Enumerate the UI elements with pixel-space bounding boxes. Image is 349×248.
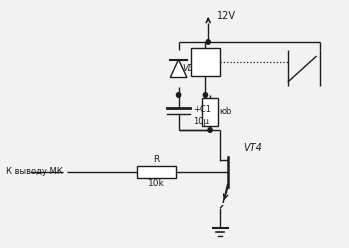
Text: +C1: +C1 (193, 105, 211, 115)
Bar (191, 48, 220, 76)
Circle shape (208, 128, 212, 132)
Text: R: R (153, 155, 159, 164)
Circle shape (203, 93, 208, 97)
Text: 10k: 10k (148, 180, 165, 188)
Bar (137, 166, 176, 178)
Circle shape (206, 40, 210, 44)
Polygon shape (170, 60, 187, 77)
Circle shape (177, 93, 181, 97)
Text: юb: юb (220, 107, 232, 117)
Text: К выводу МК: К выводу МК (6, 167, 63, 177)
Text: 12V: 12V (216, 11, 236, 21)
Text: VD2: VD2 (183, 64, 200, 73)
Bar (202, 98, 218, 126)
Text: 10μ: 10μ (193, 117, 209, 125)
Text: VT4: VT4 (243, 143, 262, 153)
